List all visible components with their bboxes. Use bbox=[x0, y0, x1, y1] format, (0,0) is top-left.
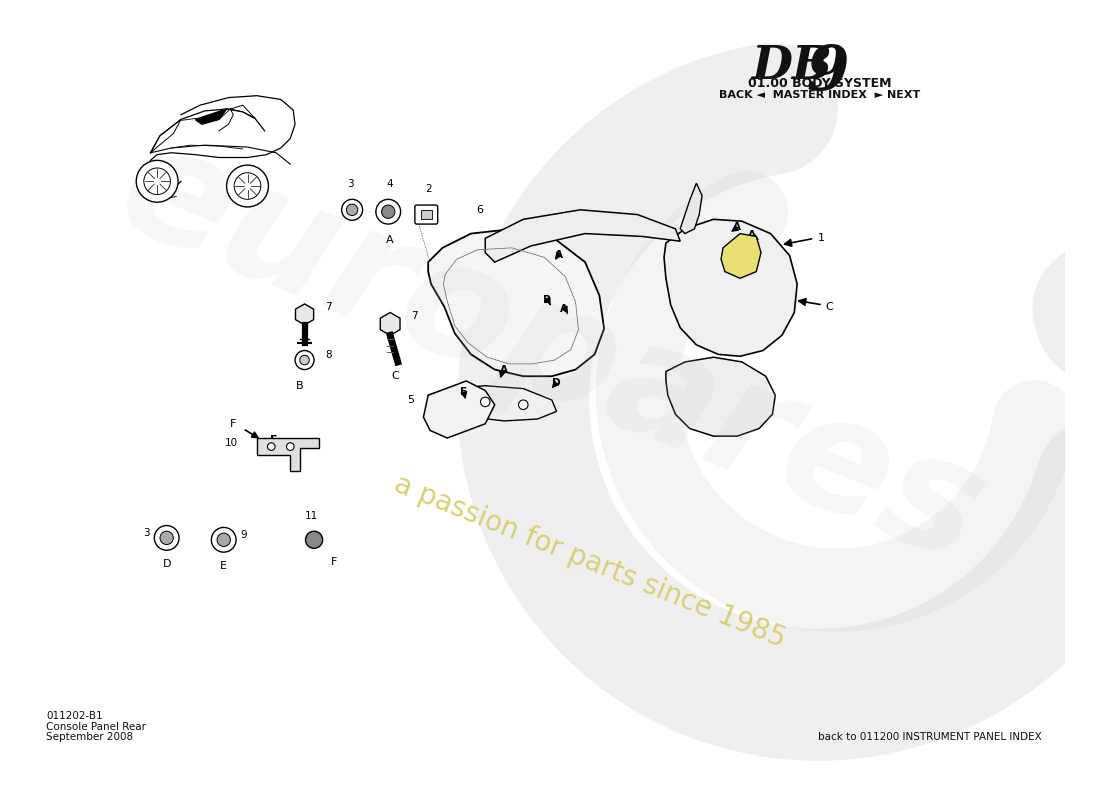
Text: A: A bbox=[556, 250, 563, 259]
Text: 011202-B1: 011202-B1 bbox=[46, 711, 102, 722]
Circle shape bbox=[342, 199, 363, 220]
Circle shape bbox=[376, 199, 400, 224]
Text: 3: 3 bbox=[346, 179, 353, 189]
Text: 1: 1 bbox=[818, 234, 825, 243]
Polygon shape bbox=[722, 234, 761, 278]
Polygon shape bbox=[680, 183, 702, 234]
Circle shape bbox=[136, 160, 178, 202]
Text: europares: europares bbox=[99, 110, 1005, 596]
Polygon shape bbox=[664, 219, 798, 356]
Circle shape bbox=[234, 173, 261, 199]
Circle shape bbox=[211, 527, 236, 552]
Circle shape bbox=[300, 355, 309, 365]
Text: 11: 11 bbox=[305, 510, 318, 521]
Text: F: F bbox=[271, 435, 278, 445]
Text: BACK ◄  MASTER INDEX  ► NEXT: BACK ◄ MASTER INDEX ► NEXT bbox=[719, 90, 921, 100]
Text: C: C bbox=[826, 302, 834, 312]
FancyBboxPatch shape bbox=[415, 205, 438, 224]
Text: D: D bbox=[163, 559, 170, 569]
Polygon shape bbox=[296, 304, 314, 325]
Text: 4: 4 bbox=[387, 179, 394, 189]
Polygon shape bbox=[257, 438, 319, 471]
Text: September 2008: September 2008 bbox=[46, 732, 133, 742]
Text: 7: 7 bbox=[411, 311, 418, 322]
Text: 9: 9 bbox=[241, 530, 248, 540]
Polygon shape bbox=[424, 381, 495, 438]
Text: 5: 5 bbox=[407, 395, 414, 405]
FancyBboxPatch shape bbox=[421, 210, 431, 219]
Text: D: D bbox=[552, 378, 561, 388]
Text: 6: 6 bbox=[476, 205, 483, 215]
Text: 2: 2 bbox=[425, 184, 431, 194]
Text: 8: 8 bbox=[326, 350, 332, 360]
Text: A: A bbox=[748, 230, 756, 241]
Circle shape bbox=[306, 531, 322, 548]
Text: DB: DB bbox=[751, 43, 833, 90]
Circle shape bbox=[267, 442, 275, 450]
Circle shape bbox=[227, 165, 268, 207]
Text: back to 011200 INSTRUMENT PANEL INDEX: back to 011200 INSTRUMENT PANEL INDEX bbox=[817, 732, 1042, 742]
Text: Console Panel Rear: Console Panel Rear bbox=[46, 722, 146, 732]
Text: A: A bbox=[500, 365, 508, 374]
Text: C: C bbox=[390, 371, 399, 382]
Polygon shape bbox=[428, 229, 604, 376]
Circle shape bbox=[144, 168, 170, 194]
Text: A: A bbox=[560, 304, 569, 314]
Text: B: B bbox=[543, 295, 551, 305]
Circle shape bbox=[346, 204, 358, 215]
Text: 01.00 BODY SYSTEM: 01.00 BODY SYSTEM bbox=[748, 77, 892, 90]
Text: B: B bbox=[296, 381, 304, 391]
Circle shape bbox=[481, 397, 490, 406]
Text: 7: 7 bbox=[326, 302, 332, 312]
Circle shape bbox=[217, 533, 230, 546]
Text: A: A bbox=[386, 235, 394, 246]
Circle shape bbox=[295, 350, 315, 370]
Circle shape bbox=[154, 526, 179, 550]
Text: E: E bbox=[220, 561, 228, 570]
Polygon shape bbox=[666, 358, 776, 436]
Text: a passion for parts since 1985: a passion for parts since 1985 bbox=[390, 470, 790, 654]
Polygon shape bbox=[428, 386, 557, 421]
Text: 10: 10 bbox=[224, 438, 238, 448]
Text: F: F bbox=[331, 557, 338, 567]
Text: A: A bbox=[734, 222, 741, 232]
Polygon shape bbox=[195, 109, 227, 124]
Text: E: E bbox=[460, 387, 466, 398]
Text: 9: 9 bbox=[806, 43, 849, 103]
Circle shape bbox=[160, 531, 174, 545]
Polygon shape bbox=[381, 313, 400, 335]
Circle shape bbox=[286, 442, 294, 450]
Text: 3: 3 bbox=[143, 528, 150, 538]
Text: F: F bbox=[230, 418, 236, 429]
Circle shape bbox=[518, 400, 528, 410]
Circle shape bbox=[382, 205, 395, 218]
Polygon shape bbox=[485, 210, 680, 262]
Circle shape bbox=[145, 179, 160, 193]
